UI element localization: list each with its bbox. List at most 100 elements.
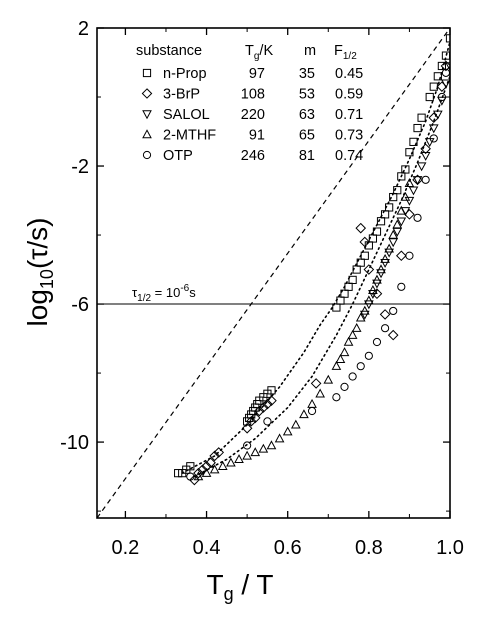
legend-head-m: m [304,43,316,59]
data-point-triangle-up [380,253,390,263]
data-point-diamond [209,450,220,462]
data-point-circle [186,472,195,481]
data-point-diamond [363,264,375,275]
data-point-triangle-up [266,440,277,450]
legend-m: 35 [299,66,315,82]
data-point-triangle-up [355,312,366,322]
data-points [174,34,450,486]
data-point-triangle-up [364,295,374,305]
data-point-square [425,92,434,102]
data-point-circle [332,393,341,402]
fit-curve-1 [181,41,450,474]
data-point-triangle-up [234,454,244,464]
data-point-circle [389,306,398,316]
data-point-triangle-up [368,285,378,294]
data-point-diamond [379,309,391,320]
data-point-triangle-down [416,162,427,172]
data-point-triangle-up [392,219,403,229]
annot-sub: 1/2 [137,293,151,304]
reference-line [97,28,450,518]
legend-f: 0.71 [335,107,363,123]
legend-name: 3-BrP [163,87,200,103]
data-point-square [186,462,195,471]
data-point-diamond [359,236,371,248]
data-point-triangle-up [250,447,261,457]
annot-sup: -6 [180,283,189,294]
legend-marker-square [142,68,152,78]
data-point-square [405,148,414,157]
data-point-triangle-up [372,274,382,284]
y-tick-label: -6 [71,294,89,316]
data-point-diamond [387,329,399,341]
data-point-triangle-down [432,110,443,120]
data-point-square [441,51,450,60]
data-point-triangle-down [404,196,415,206]
legend-m: 81 [299,148,315,164]
y-tick-label: 2 [78,18,89,40]
data-point-diamond [245,416,257,427]
data-point-diamond [205,457,216,469]
annot-suffix: s [189,285,196,300]
data-point-triangle-up [343,336,354,346]
data-point-diamond [396,250,407,262]
legend-name: n-Prop [163,66,207,82]
data-point-circle [413,213,422,222]
data-point-triangle-down [359,310,370,320]
x-title-suffix: / T [234,569,274,600]
data-point-circle [340,382,349,391]
annot-symbol: τ [132,285,138,300]
legend-head-substance: substance [136,43,202,59]
data-point-triangle-down [445,62,450,72]
data-point-circle [405,251,414,260]
legend-head-tg: Tg/K [245,43,273,62]
legend-head-f-sub: 1/2 [343,51,357,62]
legend-head-tg-main: T [245,43,254,59]
y-axis-title: log10(τ/s) [22,218,57,327]
legend-head-tg-sub: g [254,51,260,62]
data-point-triangle-up [290,419,301,429]
data-point-circle [437,92,446,102]
data-point-diamond [189,474,200,486]
data-point-triangle-up [258,443,269,453]
data-point-diamond [371,288,383,300]
data-point-triangle-down [412,176,423,186]
data-point-diamond [310,378,322,389]
data-point-circle [364,351,373,360]
legend-tg: 246 [241,148,265,164]
legend-m: 65 [299,128,315,144]
data-point-triangle-down [376,269,386,279]
data-point-circle [263,417,272,426]
data-point-triangle-down [428,124,439,134]
data-point-circle [243,441,252,450]
data-point-triangle-up [388,229,399,239]
y-tick-label: -10 [60,432,89,454]
data-point-circle [441,68,450,77]
plot-frame [96,27,451,519]
x-tick-label: 0.2 [111,537,139,559]
legend-head-tg-unit: /K [259,43,273,59]
data-point-circle [307,406,317,416]
data-point-diamond [355,222,367,234]
data-point-square [401,165,410,174]
x-tick-label: 0.8 [355,537,383,559]
data-point-circle [356,362,365,371]
data-point-triangle-up [315,388,325,398]
data-point-circle [372,337,382,347]
data-point-triangle-up [242,450,252,460]
data-point-triangle-up [335,354,346,363]
legend-m: 53 [299,87,315,103]
data-point-square [429,82,438,91]
legend-tg: 91 [249,128,265,144]
legend-tg: 108 [241,87,265,103]
data-point-triangle-up [226,457,236,467]
tau-half-annotation: τ1/2 = 10-6s [132,283,196,304]
data-point-triangle-down [392,227,403,237]
data-point-triangle-down [420,151,431,161]
data-point-diamond [253,405,265,417]
x-title-main: T [206,569,223,600]
data-point-circle [380,324,390,333]
legend-tg: 220 [241,107,265,123]
data-point-triangle-up [193,471,204,481]
data-point-diamond [249,412,261,424]
data-point-square [393,186,402,195]
